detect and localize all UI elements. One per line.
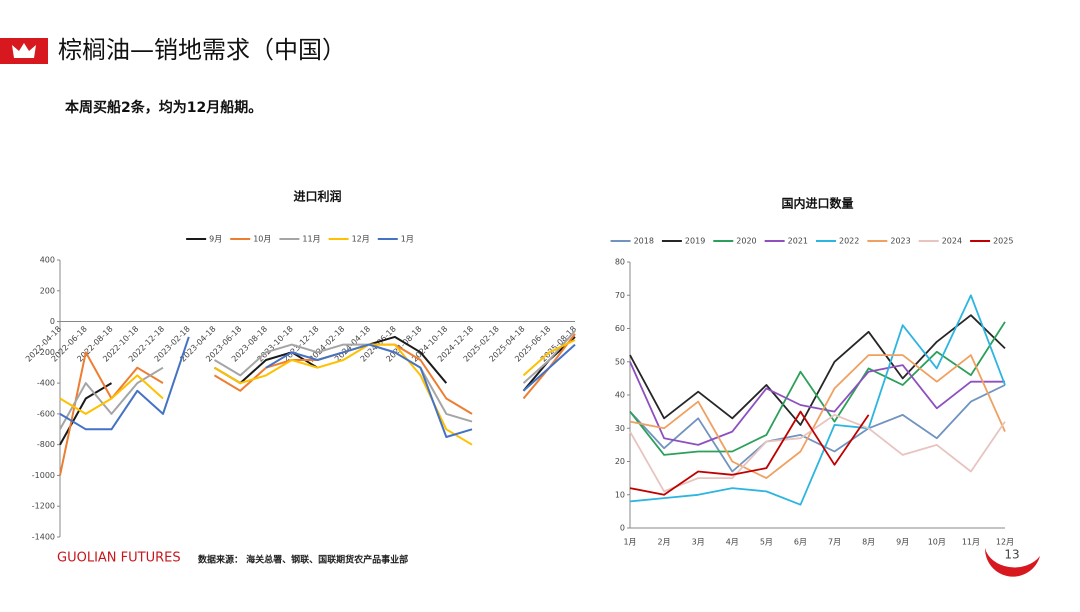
legend-label: 2018 [634, 237, 654, 246]
y-tick-label: -600 [37, 409, 55, 418]
source-note: 数据来源： 海关总署、钢联、国联期货农产品事业部 [198, 554, 408, 566]
legend-label: 9月 [209, 235, 222, 244]
x-tick-label: 6月 [794, 538, 807, 547]
y-tick-label: -1400 [32, 533, 55, 542]
x-tick-label: 11月 [962, 538, 980, 547]
series-line [59, 336, 576, 438]
legend-label: 11月 [302, 235, 320, 244]
legend-label: 10月 [253, 235, 271, 244]
series-line [629, 414, 1006, 493]
legend-label: 2021 [788, 237, 808, 246]
x-tick-label: 2月 [658, 538, 671, 547]
x-tick-label: 7月 [828, 538, 841, 547]
y-tick-label: 40 [615, 391, 625, 400]
brand: GUOLIAN FUTURES [57, 551, 181, 566]
x-tick-label: 8月 [862, 538, 875, 547]
series-line [629, 361, 1005, 446]
legend-label: 1月 [401, 235, 414, 244]
chart-title: 国内进口数量 [781, 196, 853, 211]
y-tick-label: 50 [615, 357, 625, 366]
series-line [629, 410, 870, 496]
legend-label: 12月 [352, 235, 370, 244]
y-tick-label: 400 [40, 256, 55, 265]
crown-icon [12, 43, 36, 58]
y-tick-label: 20 [615, 457, 625, 466]
x-tick-label: 10月 [928, 538, 946, 547]
y-tick-label: -200 [37, 348, 55, 357]
y-tick-label: -800 [37, 440, 55, 449]
chart-title: 进口利润 [293, 189, 341, 204]
y-tick-label: 70 [615, 291, 625, 300]
series-line [59, 335, 576, 446]
y-tick-label: -400 [37, 379, 55, 388]
series-line [629, 384, 1006, 473]
page-arc [984, 548, 1040, 577]
slide-title: 棕榈油—销地需求（中国） [58, 36, 346, 64]
series-line [629, 294, 1006, 506]
x-tick-label: 9月 [896, 538, 909, 547]
legend-label: 2025 [993, 237, 1013, 246]
legend-label: 2019 [685, 237, 705, 246]
y-tick-label: 60 [615, 324, 625, 333]
series-line [629, 314, 1006, 426]
y-tick-label: -1200 [32, 502, 55, 511]
x-tick-label: 4月 [726, 538, 739, 547]
slide-subtitle: 本周买船2条，均为12月船期。 [65, 99, 262, 116]
y-tick-label: 0 [50, 317, 55, 326]
legend-label: 2022 [839, 237, 859, 246]
y-tick-label: 10 [615, 490, 625, 499]
x-tick-label: 5月 [760, 538, 773, 547]
x-tick-label: 1月 [623, 538, 636, 547]
y-tick-label: 30 [615, 424, 625, 433]
y-tick-label: 200 [40, 286, 55, 295]
legend-label: 2020 [736, 237, 756, 246]
series-line [629, 354, 1006, 479]
series-line [59, 330, 576, 430]
y-tick-label: 80 [615, 258, 625, 267]
page-number: 13 [1004, 548, 1019, 562]
y-tick-label: 0 [620, 524, 625, 533]
legend-label: 2024 [942, 237, 962, 246]
y-tick-label: -1000 [32, 471, 55, 480]
x-tick-label: 12月 [996, 538, 1014, 547]
x-tick-label: 3月 [692, 538, 705, 547]
legend-label: 2023 [890, 237, 910, 246]
